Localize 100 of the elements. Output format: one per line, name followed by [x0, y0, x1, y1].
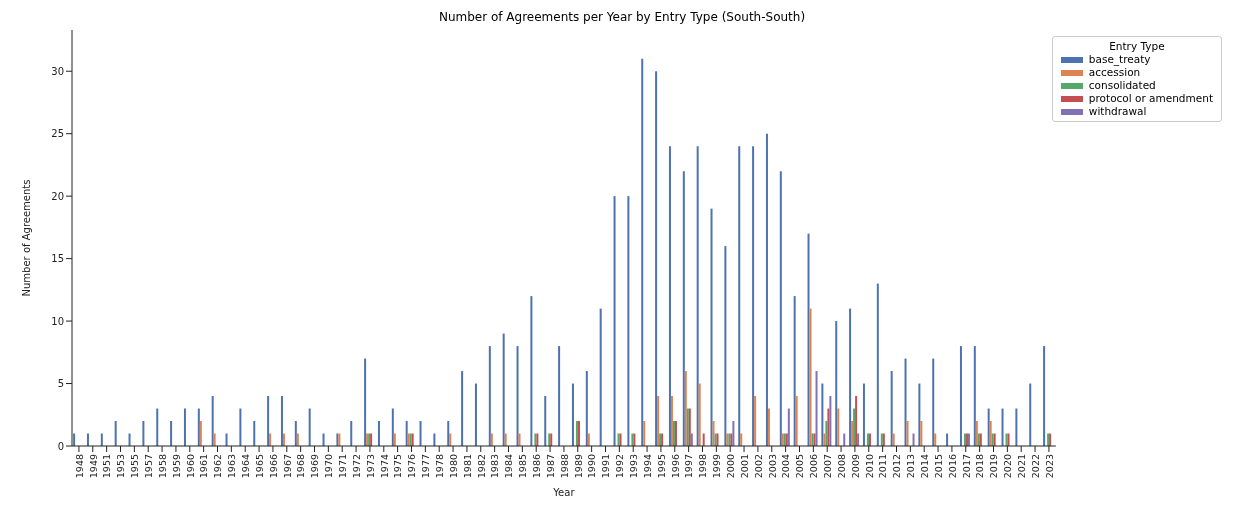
bar: [698, 383, 701, 446]
bar: [267, 396, 270, 446]
x-tick-label: 1995: [655, 454, 667, 479]
bar: [853, 408, 856, 446]
x-tick-label: 2009: [849, 454, 861, 479]
y-tick-label: 20: [51, 190, 64, 202]
x-tick-label: 2006: [808, 454, 820, 479]
x-tick-label: 1988: [558, 454, 570, 479]
bar: [932, 358, 935, 446]
x-tick-label: 1990: [586, 454, 598, 479]
bar: [308, 408, 311, 446]
x-tick-label: 1973: [364, 454, 376, 479]
x-tick-label: 1986: [530, 454, 542, 479]
x-tick-label: 1958: [156, 454, 168, 479]
bar: [447, 421, 450, 446]
bar: [684, 371, 687, 446]
bar: [876, 283, 879, 446]
x-tick-label: 2014: [918, 454, 930, 479]
bar: [613, 196, 616, 446]
x-tick-label: 1984: [503, 454, 515, 479]
bar: [405, 421, 408, 446]
x-tick-label: 2008: [835, 454, 847, 479]
x-tick-label: 1974: [378, 454, 390, 479]
bar: [855, 396, 858, 446]
bar: [821, 383, 824, 446]
bar: [1001, 408, 1004, 446]
legend-label: consolidated: [1088, 79, 1156, 92]
x-tick-label: 1970: [323, 454, 335, 479]
bar: [474, 383, 477, 446]
x-tick-label: 2004: [780, 454, 792, 479]
bar: [837, 408, 840, 446]
bar: [668, 146, 671, 446]
x-tick-label: 2012: [891, 454, 903, 479]
bar: [738, 146, 741, 446]
bar: [920, 421, 923, 446]
bar: [906, 421, 909, 446]
bar: [461, 371, 464, 446]
bar: [571, 383, 574, 446]
x-tick-label: 1966: [267, 454, 279, 479]
x-tick-label: 1975: [392, 454, 404, 479]
bar: [643, 421, 646, 446]
bar: [142, 421, 145, 446]
y-axis-title: Number of Agreements: [20, 179, 32, 297]
bar: [502, 333, 505, 446]
bar: [641, 58, 644, 446]
y-tick-label: 10: [51, 315, 64, 327]
x-tick-label: 1999: [711, 454, 723, 479]
x-tick-label: 1957: [142, 454, 154, 479]
bar: [959, 346, 962, 446]
x-tick-label: 1996: [669, 454, 681, 479]
chart-title: Number of Agreements per Year by Entry Type (South-South): [437, 10, 807, 24]
x-tick-label: 1982: [475, 454, 487, 479]
x-tick-label: 1980: [447, 454, 459, 479]
legend-label: withdrawal: [1088, 105, 1147, 118]
bar: [239, 408, 242, 446]
x-tick-label: 2017: [960, 454, 972, 479]
bar: [655, 71, 658, 446]
bar: [211, 396, 214, 446]
x-tick-label: 2015: [932, 454, 944, 479]
bar: [732, 421, 735, 446]
bar: [862, 383, 865, 446]
bar: [253, 421, 256, 446]
x-tick-label: 1961: [198, 454, 210, 479]
bar: [779, 171, 782, 446]
x-tick-label: 1949: [87, 454, 99, 479]
bar: [712, 421, 715, 446]
bar: [419, 421, 422, 446]
bar: [599, 308, 602, 446]
x-tick-label: 2003: [766, 454, 778, 479]
x-tick-label: 1964: [239, 454, 251, 479]
bar: [815, 371, 818, 446]
bar: [391, 408, 394, 446]
bar: [530, 296, 533, 446]
x-tick-label: 2002: [752, 454, 764, 479]
bar: [835, 321, 838, 446]
x-tick-label: 1998: [697, 454, 709, 479]
bar: [987, 408, 990, 446]
x-tick-label: 1993: [627, 454, 639, 479]
bar: [710, 208, 713, 446]
bar: [989, 421, 992, 446]
bar: [364, 358, 367, 446]
bar: [890, 371, 893, 446]
bar: [516, 346, 519, 446]
y-tick-label: 5: [57, 378, 64, 390]
bar: [754, 396, 757, 446]
bar: [156, 408, 159, 446]
bar: [544, 396, 547, 446]
bar: [294, 421, 297, 446]
x-tick-label: 1972: [350, 454, 362, 479]
x-tick-label: 1989: [572, 454, 584, 479]
x-tick-label: 1959: [170, 454, 182, 479]
bar: [696, 146, 699, 446]
legend-title: Entry Type: [1108, 40, 1166, 52]
x-tick-label: 2021: [1015, 454, 1027, 479]
bar: [752, 146, 755, 446]
bar: [825, 421, 828, 446]
x-tick-label: 2000: [724, 454, 736, 479]
bar: [558, 346, 561, 446]
bar: [1029, 383, 1032, 446]
x-tick-label: 2016: [946, 454, 958, 479]
